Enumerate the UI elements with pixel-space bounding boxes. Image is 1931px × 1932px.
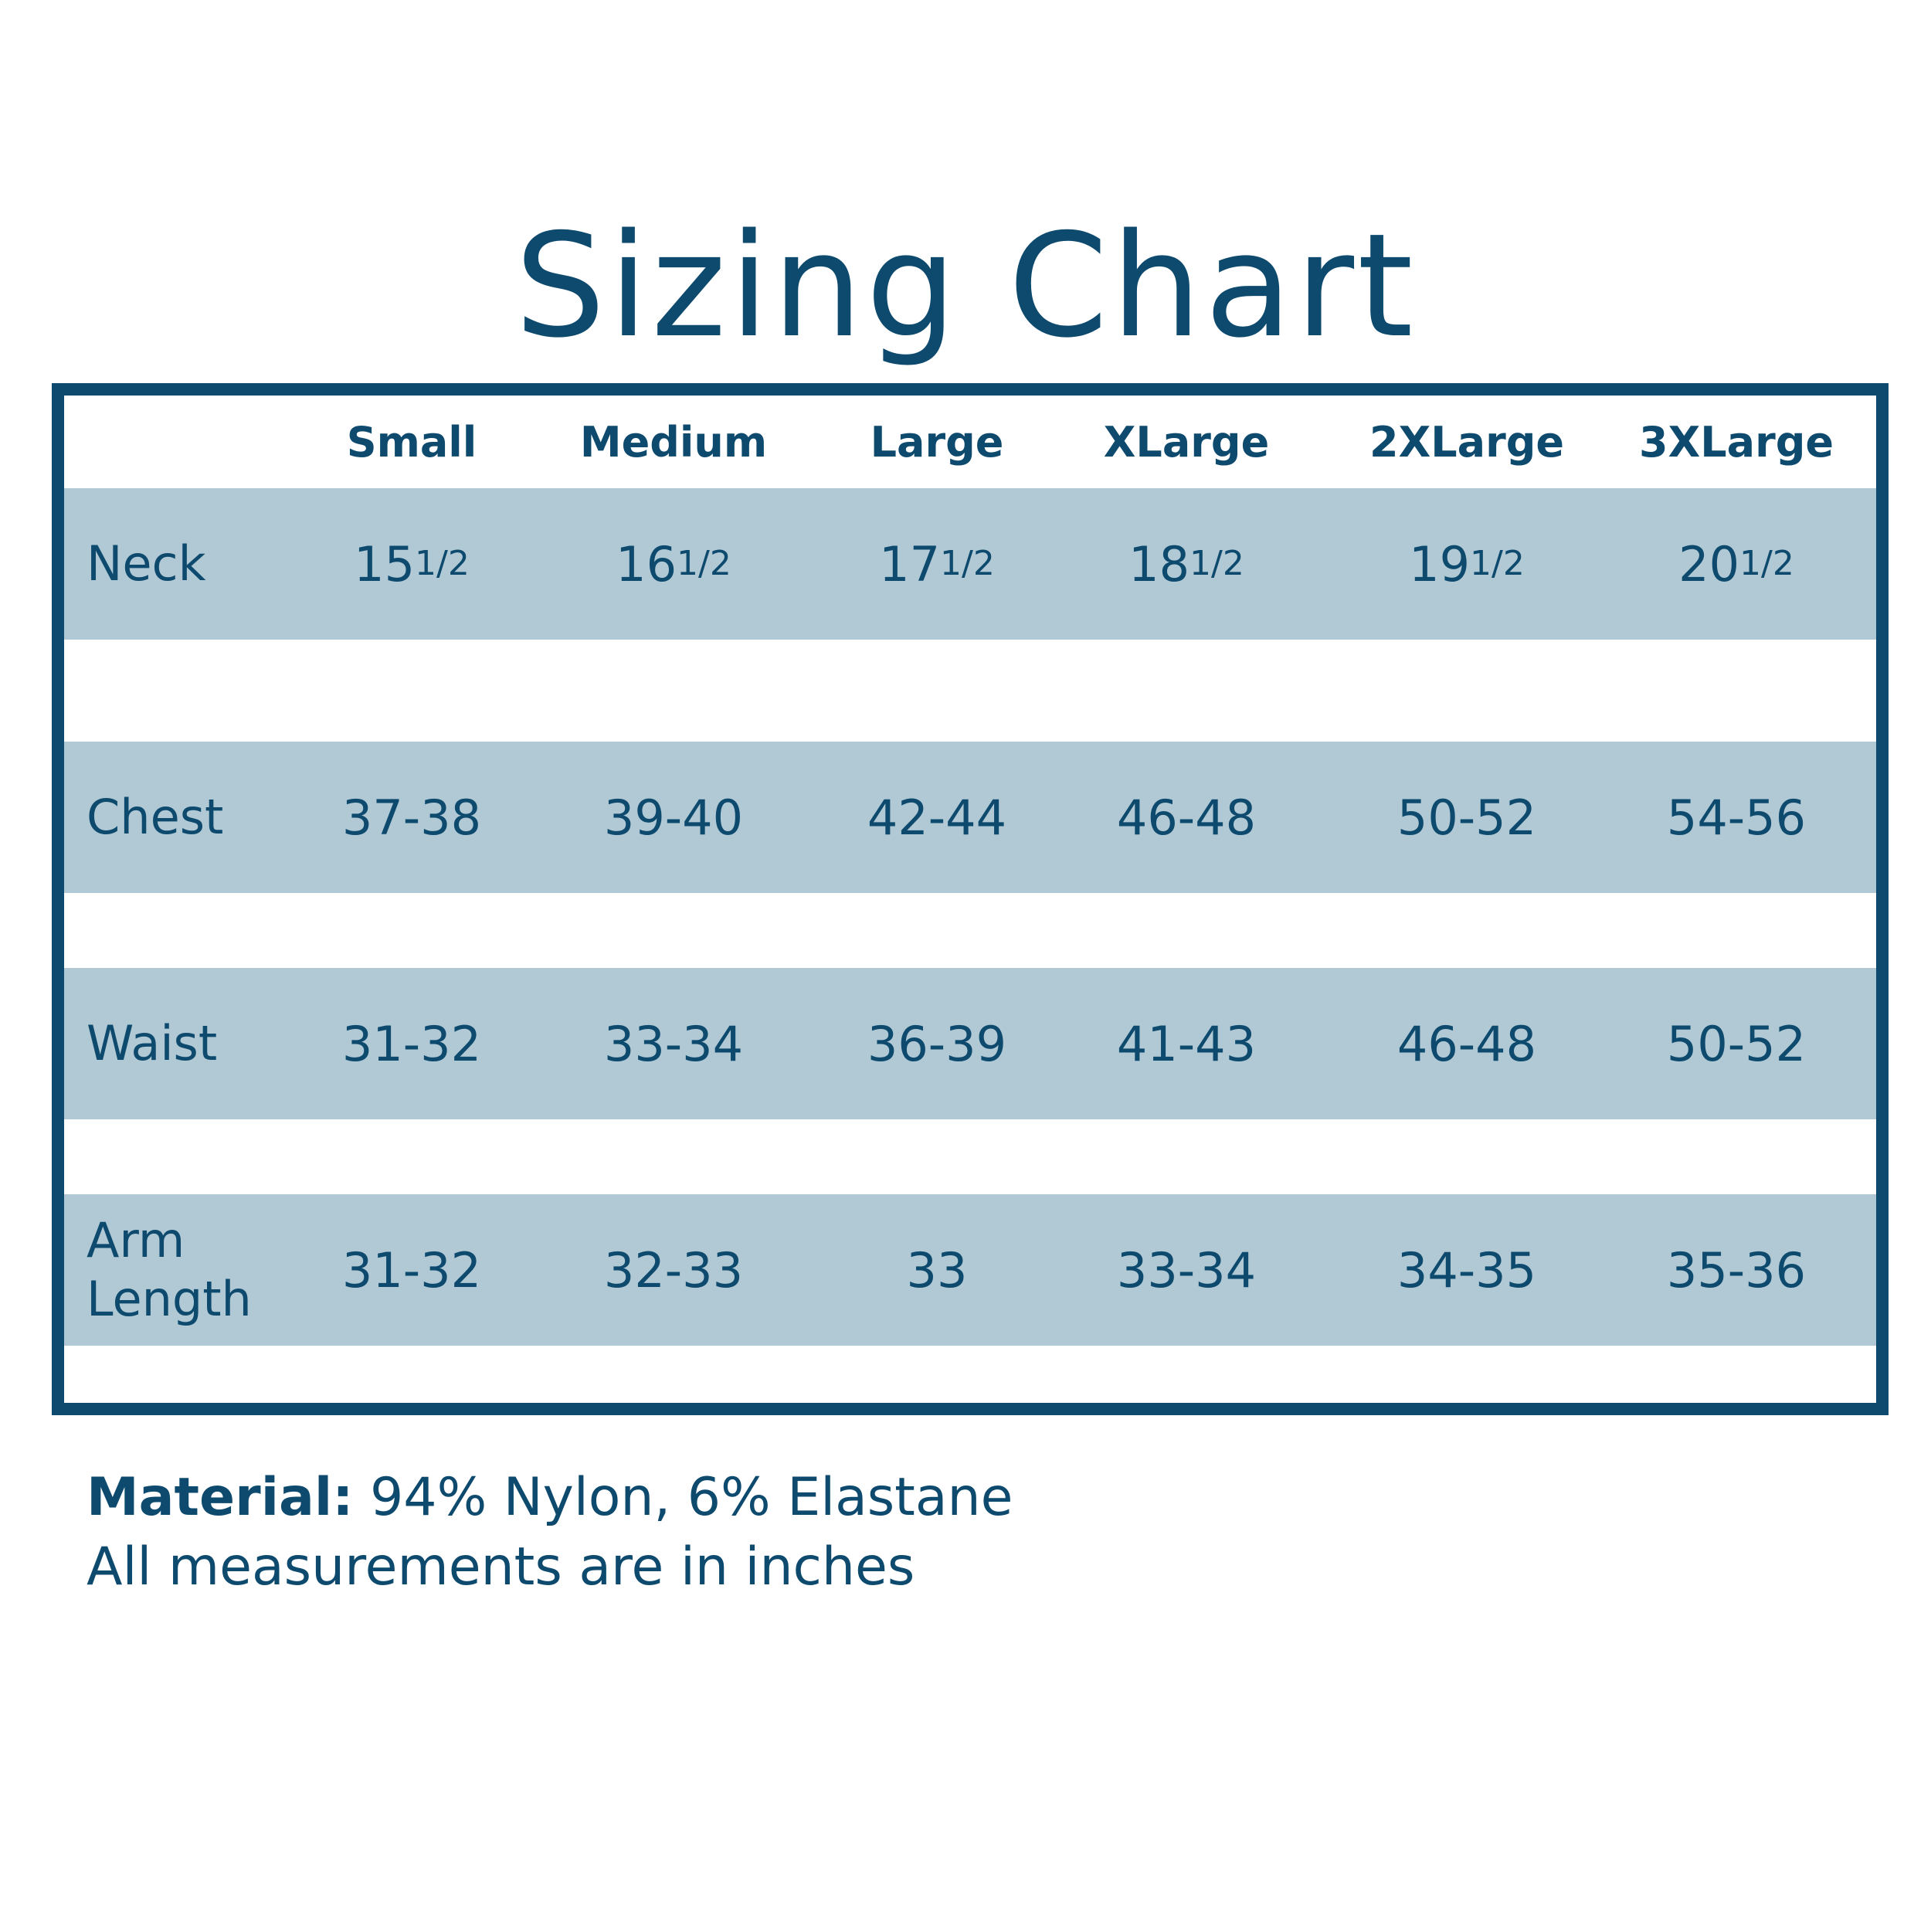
- cell: 31-32: [341, 1015, 482, 1072]
- cell: 34-35: [1396, 1241, 1537, 1299]
- cell: 33-34: [603, 1015, 744, 1072]
- cell: 33-34: [1116, 1241, 1257, 1299]
- cell: 31-32: [341, 1241, 482, 1299]
- material: 94% Nylon, 6% Elastane: [370, 1467, 1013, 1528]
- cell: 50-52: [1666, 1015, 1807, 1072]
- cell: 41-43: [1116, 1015, 1257, 1072]
- row-label: Waist: [87, 1015, 218, 1071]
- note: All measurements are in inches: [87, 1536, 915, 1598]
- cell: 50-52: [1396, 789, 1537, 846]
- column-header: XLarge: [1103, 418, 1270, 467]
- cell: 36-39: [867, 1015, 1007, 1072]
- row-band: [64, 488, 1876, 640]
- cell: 17 1/2: [879, 535, 995, 593]
- column-header: Small: [346, 418, 477, 467]
- row-label: Arm Length: [87, 1212, 252, 1327]
- whole: 20: [1678, 535, 1740, 593]
- cell: 42-44: [867, 789, 1007, 846]
- cell: 20 1/2: [1678, 535, 1794, 593]
- cell: 15 1/2: [354, 535, 470, 593]
- material-line: Material: 94% Nylon, 6% Elastane: [87, 1463, 1013, 1533]
- column-header: 3XLarge: [1639, 418, 1834, 467]
- table-border: [52, 383, 1889, 1415]
- cell: 19 1/2: [1409, 535, 1525, 593]
- whole: 17: [879, 535, 941, 593]
- column-header: Large: [870, 418, 1004, 467]
- material-label: Material:: [87, 1467, 354, 1528]
- row-band: [64, 1194, 1876, 1346]
- column-header: Medium: [579, 418, 768, 467]
- title: Sizing Chart: [514, 202, 1417, 369]
- cell: 39-40: [603, 789, 744, 846]
- cell: 37-38: [341, 789, 482, 846]
- column-header: 2XLarge: [1369, 418, 1564, 467]
- cell: 35-36: [1666, 1241, 1807, 1299]
- whole: 16: [616, 535, 677, 593]
- cell: 54-56: [1666, 789, 1807, 846]
- row-label: Neck: [87, 535, 206, 592]
- cell: 46-48: [1396, 1015, 1537, 1072]
- row-label: Chest: [87, 789, 224, 845]
- whole: 15: [354, 535, 416, 593]
- row-band: [64, 742, 1876, 893]
- cell: 33: [906, 1241, 968, 1299]
- whole: 19: [1409, 535, 1471, 593]
- row-band: [64, 968, 1876, 1119]
- cell: 18 1/2: [1128, 535, 1244, 593]
- cell: 46-48: [1116, 789, 1257, 846]
- cell: 32-33: [603, 1241, 744, 1299]
- whole: 18: [1128, 535, 1190, 593]
- cell: 16 1/2: [616, 535, 731, 593]
